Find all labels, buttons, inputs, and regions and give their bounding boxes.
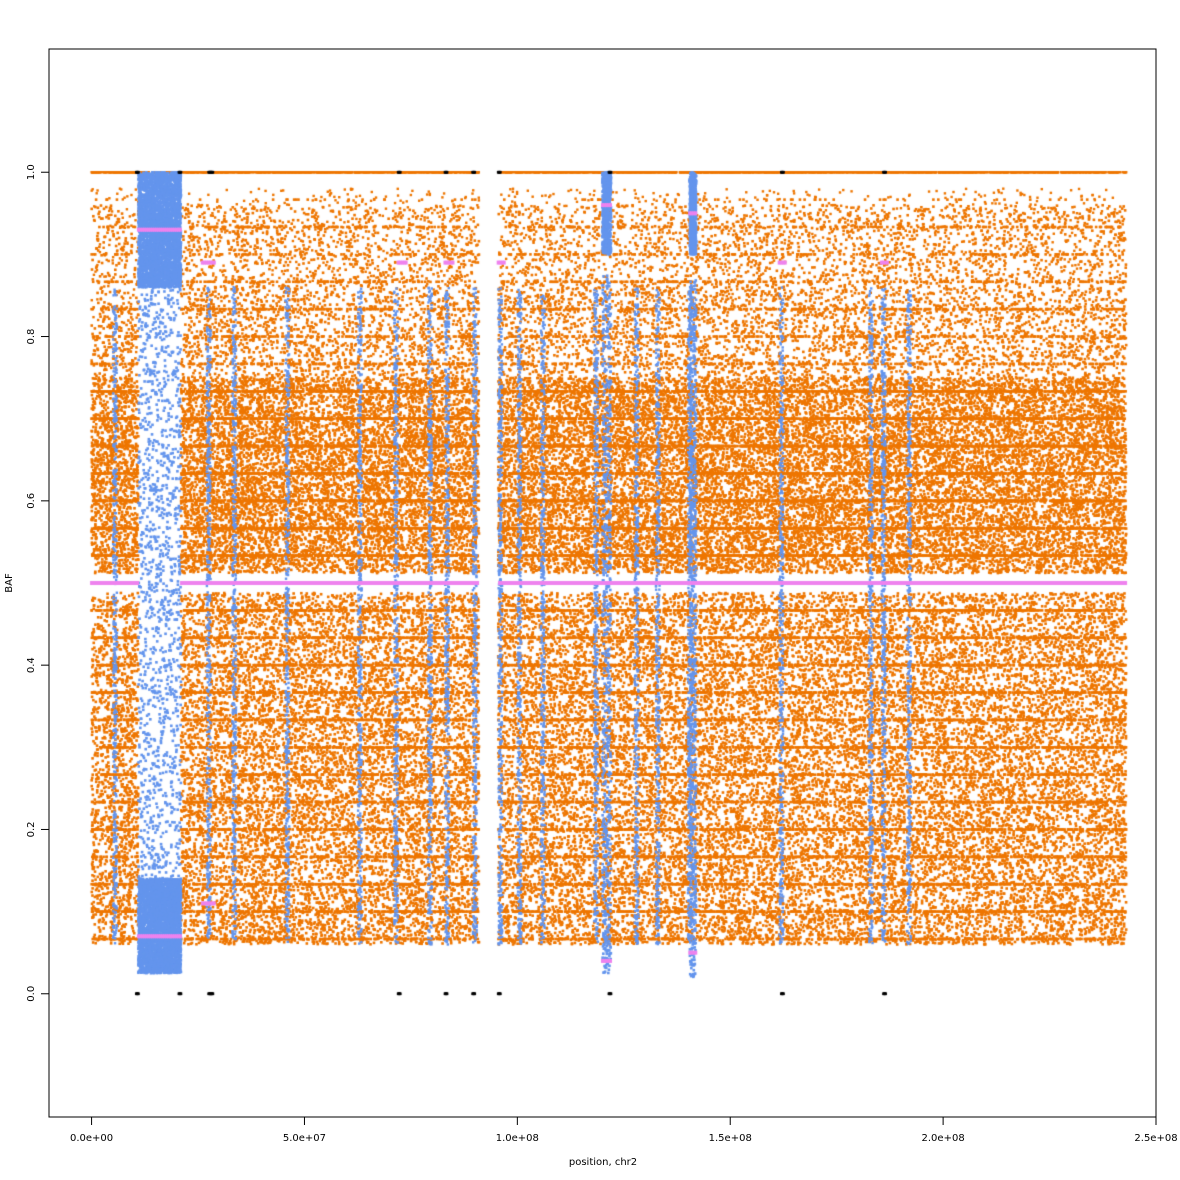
y-tick-label: 0.0: [26, 986, 37, 1002]
y-tick-label: 0.4: [26, 657, 37, 673]
y-tick-label: 0.8: [26, 329, 37, 345]
x-axis-title: position, chr2: [569, 1157, 637, 1168]
data-points: [50, 50, 1156, 1117]
x-tick-label: 1.5e+08: [709, 1133, 752, 1144]
x-tick-label: 2.5e+08: [1134, 1133, 1177, 1144]
x-tick-label: 0.0e+00: [70, 1133, 113, 1144]
x-axis: 0.0e+00 5.0e+07 1.0e+08 1.5e+08 2.0e+08 2.5e+…: [70, 1116, 1178, 1144]
y-tick-label: 1.0: [26, 164, 37, 180]
y-tick-label: 0.6: [26, 493, 37, 509]
x-tick-label: 1.0e+08: [496, 1133, 539, 1144]
y-tick-label: 0.2: [26, 822, 37, 838]
y-axis-title: BAF: [4, 573, 15, 593]
x-tick-label: 5.0e+07: [283, 1133, 326, 1144]
x-tick-label: 2.0e+08: [922, 1133, 965, 1144]
y-axis: 0.0 0.2 0.4 0.6 0.8 1.0: [26, 164, 50, 1002]
scatter-points-raster: [50, 50, 1156, 1117]
